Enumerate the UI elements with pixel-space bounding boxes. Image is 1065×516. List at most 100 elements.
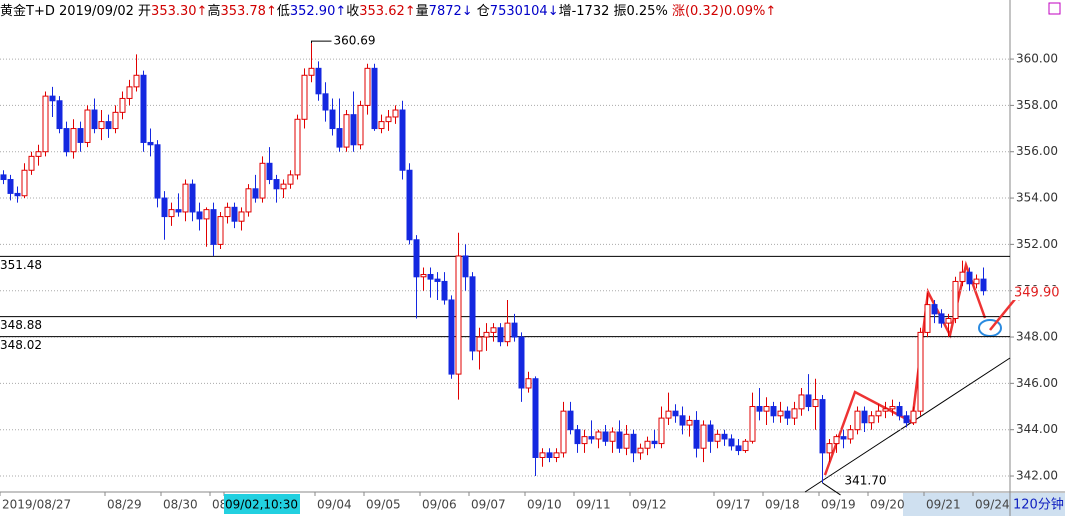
high-pointer [311,40,332,44]
candle-body [441,280,448,301]
candle-body [105,121,112,130]
candle-body [735,445,742,452]
candle-body [588,436,595,440]
window-icon[interactable] [1048,2,1061,15]
candle-body [917,331,924,412]
candle-body [112,111,119,130]
target-label: 349.90 [1014,286,1060,301]
candle-body [833,436,840,445]
candle-body [861,410,868,424]
candle-body [791,408,798,419]
x-tick-label: 09/17 [716,498,751,512]
x-tick-label: 09/21 [926,498,961,512]
candle-body [399,109,406,171]
candle-body [623,433,630,449]
candle-body [742,440,749,452]
target-label-bg [1012,286,1065,301]
y-tick-label: 344.00 [1016,422,1058,436]
level-label: 348.88 [0,318,42,332]
header-segment: 黄金T+D 2019/09/02 开 [0,3,151,19]
candle-body [357,104,364,146]
candle-body [7,179,14,194]
level-label: 348.02 [0,338,42,352]
candle-body [777,410,784,417]
header-segment: 353.30↑ [151,4,207,19]
candle-body [749,406,756,442]
candle-body [210,209,217,245]
x-tick-label: 09/02,10:30 [225,498,298,512]
circle-mark [978,319,1002,337]
x-tick-label: 08 [212,498,227,512]
x-tick-label: 2019/08/27 [2,498,71,512]
candle-body [882,408,889,412]
candle-body [420,273,427,278]
candle-body [595,431,602,440]
candle-body [504,322,511,343]
candle-body [840,436,847,440]
candle-body [910,410,917,424]
candle-body [693,419,700,449]
candle-body [336,128,343,148]
candle-body [539,452,546,458]
candle-body [63,128,70,153]
candle-body [203,209,210,220]
candle-body [637,447,644,454]
header-segment: 352.90↑ [290,4,346,19]
candle-body [49,95,56,102]
candle-body [322,93,329,111]
high-label: 360.69 [334,34,376,48]
candle-body [847,429,854,440]
low-label: 341.70 [845,473,887,487]
candle-body [476,336,483,352]
candle-body [868,415,875,424]
candle-body [168,209,175,218]
candle-body [245,188,252,213]
candle-body [924,304,931,333]
candle-body [14,192,21,197]
level-label: 351.48 [0,258,42,272]
candle-body [931,304,938,315]
low-pointer [822,482,841,496]
candle-body [567,410,574,431]
candle-body [952,280,959,320]
candle-body [511,322,518,338]
x-tick-label: 09/20 [870,498,905,512]
candle-body [154,144,161,199]
x-tick-label: 09/06 [422,498,457,512]
header-segment: 高 [207,3,220,19]
header-segment: 353.62↑ [359,4,415,19]
candle-body [980,278,987,292]
candle-body [133,74,140,88]
y-tick-label: 356.00 [1016,144,1058,158]
candle-body [672,410,679,417]
header-segment: 低 [277,4,290,19]
y-tick-label: 360.00 [1016,52,1058,66]
candle-body [798,394,805,410]
candle-body [959,271,966,282]
x-tick-label: 09/04 [317,498,352,512]
candle-body [28,155,35,171]
candle-body [518,336,525,389]
y-tick-label: 346.00 [1016,376,1058,390]
candle-body [238,211,245,222]
x-tick-label: 09/11 [576,498,611,512]
candle-body [259,162,266,199]
candle-body [616,431,623,449]
x-tick-label: 09/18 [765,498,800,512]
candle-body [938,313,945,324]
candle-body [812,399,819,408]
candle-body [0,174,7,181]
candle-body [413,239,420,278]
candle-body [301,74,308,120]
candle-body [560,410,567,454]
candle-body [826,443,833,454]
candle-body [462,255,469,278]
candle-body [819,399,826,454]
x-tick-label: 09/07 [471,498,506,512]
header: 黄金T+D 2019/09/02 开353.30↑高353.78↑低352.90… [0,3,776,19]
header-segment: 量 [416,4,429,19]
candle-body [686,419,693,426]
candle-body [35,151,42,157]
candle-body [546,452,553,458]
